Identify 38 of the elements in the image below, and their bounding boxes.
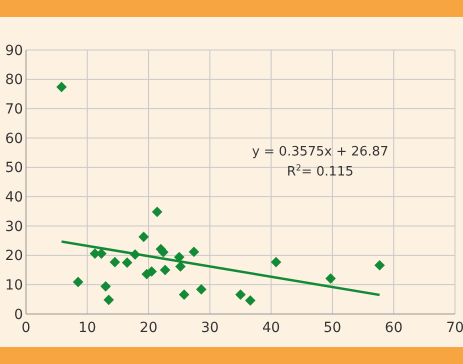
x-tick-label: 20 (140, 320, 158, 336)
annotation: y = 0.3575x + 26.87 (252, 144, 388, 160)
x-tick-label: 30 (200, 320, 219, 336)
point (245, 295, 256, 306)
x-tick-label: 50 (324, 320, 342, 336)
x-tick-label: 10 (78, 320, 96, 336)
y-tick-label: 10 (5, 278, 23, 294)
point (110, 256, 120, 268)
x-tick-label: 70 (446, 320, 463, 336)
y-tick-label: 80 (5, 72, 23, 88)
point (160, 264, 170, 276)
point (270, 256, 282, 268)
x-tick-label: 60 (384, 320, 403, 336)
point (122, 257, 132, 268)
point (56, 82, 67, 92)
y-tick-label: 60 (5, 130, 23, 147)
y-tick-label: 20 (5, 248, 23, 264)
y-tick-label: 40 (5, 190, 23, 206)
point (175, 261, 186, 272)
point (103, 294, 114, 306)
y-tick-label: 50 (5, 160, 23, 176)
y-tick-label: 30 (5, 218, 23, 235)
point (188, 246, 200, 258)
y-tick-label: 90 (5, 42, 23, 59)
point (235, 289, 246, 300)
point (325, 273, 336, 284)
x-tick-label: 40 (262, 320, 280, 336)
point (100, 281, 111, 292)
point (374, 260, 385, 271)
annotation: R$^{2}$= 0.115 (286, 162, 354, 180)
point (146, 266, 157, 277)
point (152, 206, 162, 218)
y-tick-label: 0 (14, 306, 23, 323)
point (196, 284, 207, 295)
point (138, 232, 149, 242)
y-tick-label: 70 (5, 102, 23, 118)
point (178, 289, 190, 300)
point (72, 276, 84, 288)
